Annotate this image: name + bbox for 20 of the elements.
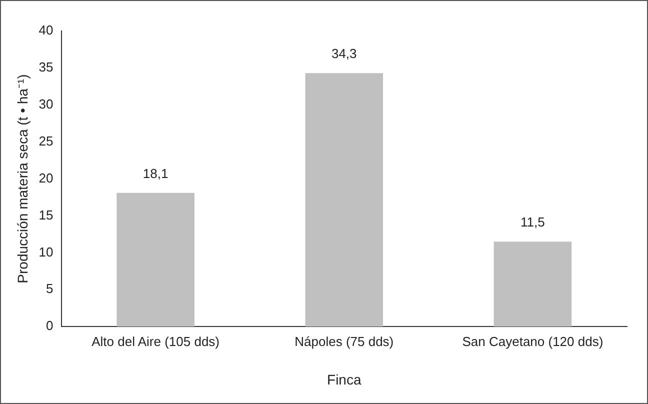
x-tick-label: Nápoles (75 dds): [294, 334, 394, 349]
y-tick-label: 15: [38, 207, 54, 222]
y-tick-label: 25: [38, 133, 54, 148]
y-tick-label: 40: [38, 22, 54, 38]
bar: [116, 192, 194, 327]
y-axis-title: Producción materia seca (t • ha⁻¹): [14, 74, 30, 284]
data-label: 18,1: [142, 166, 168, 181]
y-tick-label: 30: [38, 96, 54, 112]
y-tick-label: 0: [46, 318, 54, 334]
y-tick-label: 35: [38, 60, 54, 75]
y-tick-label: 5: [46, 281, 54, 296]
data-label: 34,3: [331, 46, 357, 62]
x-tick-label: San Cayetano (120 dds): [462, 334, 604, 349]
x-axis-title: Finca: [327, 371, 362, 388]
bar: [494, 242, 572, 327]
y-tick-label: 10: [38, 244, 54, 260]
y-tick-label: 20: [38, 170, 54, 186]
x-tick-label: Alto del Aire (105 dds): [92, 334, 220, 349]
data-label: 11,5: [520, 214, 545, 230]
bar: [305, 73, 384, 327]
